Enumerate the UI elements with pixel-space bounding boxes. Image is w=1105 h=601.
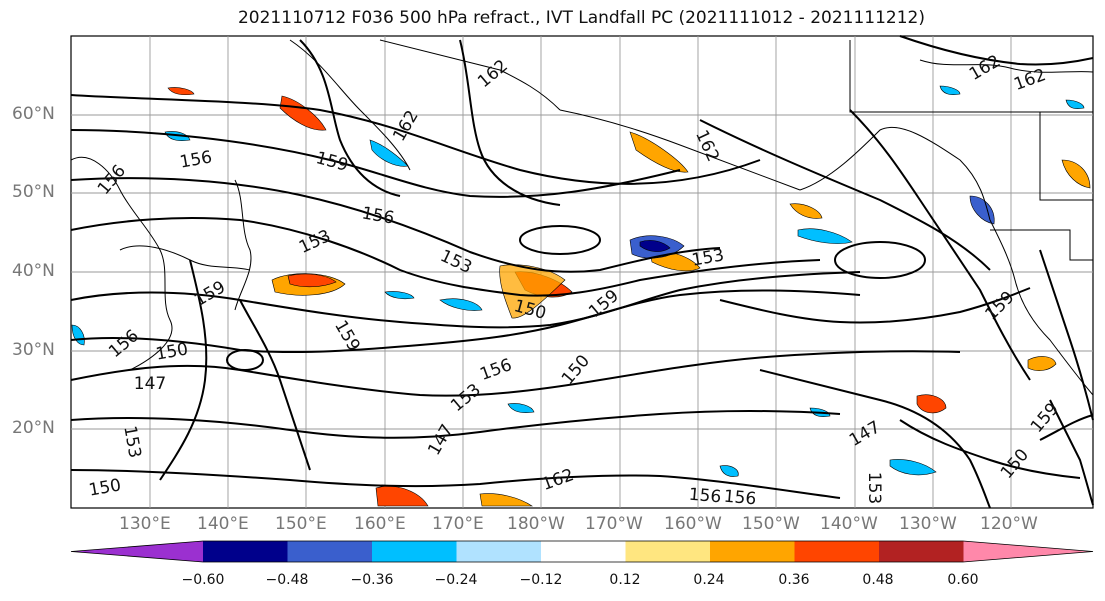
colorbar-tick-label: 0.24 (693, 572, 725, 588)
positive-anomaly-blob (1027, 356, 1057, 371)
lon-label: 150°W (742, 514, 800, 534)
lon-label: 150°E (275, 514, 327, 534)
lon-label: 140°W (820, 514, 878, 534)
colorbar-tick-label: −0.12 (519, 572, 563, 588)
lon-label: 180°W (507, 514, 565, 534)
negative-anomaly-blob (639, 240, 671, 252)
negative-anomaly-blob (797, 228, 853, 244)
colorbar-tick-label: −0.24 (434, 572, 478, 588)
coastlines (70, 39, 1094, 396)
negative-anomaly-blob (969, 195, 995, 225)
positive-anomaly-blob (279, 95, 327, 131)
negative-anomaly-blob (439, 298, 483, 311)
negative-anomaly-blob (1065, 99, 1085, 110)
negative-anomaly-blob (507, 403, 535, 414)
negative-anomaly-blob (719, 465, 739, 477)
map-title: 2021110712 F036 500 hPa refract., IVT La… (237, 8, 925, 28)
colorbar-tick-label: 0.36 (778, 572, 810, 588)
positive-anomaly-blob (629, 131, 689, 173)
lon-label: 130°E (119, 514, 171, 534)
negative-anomaly-blob (939, 85, 961, 96)
colorbar-tick-label: 0.48 (862, 572, 894, 588)
height-contours (70, 35, 1094, 509)
colorbar-tick-label: −0.48 (265, 572, 309, 588)
lon-label: 170°E (432, 514, 484, 534)
lon-label: 160°E (354, 514, 406, 534)
lon-label: 140°E (197, 514, 249, 534)
lat-label: 40°N (12, 261, 55, 281)
lon-label: 160°W (664, 514, 722, 534)
positive-anomaly-blob (916, 394, 947, 414)
positive-anomaly-blob (1061, 159, 1091, 189)
colorbar-tick-label: −0.60 (181, 572, 225, 588)
lon-label: 120°W (980, 514, 1038, 534)
colorbar-tick-label: 0.60 (947, 572, 979, 588)
colorbar-tick-label: −0.36 (350, 572, 394, 588)
positive-anomaly-blob (167, 87, 195, 96)
positive-anomaly-blob (789, 203, 823, 219)
anomaly-shading (71, 85, 1091, 507)
negative-anomaly-blob (889, 459, 937, 476)
colorbar-tick-label: 0.12 (609, 572, 641, 588)
negative-anomaly-blob (384, 291, 415, 300)
positive-anomaly-blob (479, 493, 533, 507)
lat-label: 20°N (12, 418, 55, 438)
lon-label: 130°W (899, 514, 957, 534)
positive-anomaly-blob (287, 273, 337, 288)
lat-label: 50°N (12, 182, 55, 202)
lat-label: 60°N (12, 104, 55, 124)
lon-label: 170°W (585, 514, 643, 534)
lat-label: 30°N (12, 340, 55, 360)
